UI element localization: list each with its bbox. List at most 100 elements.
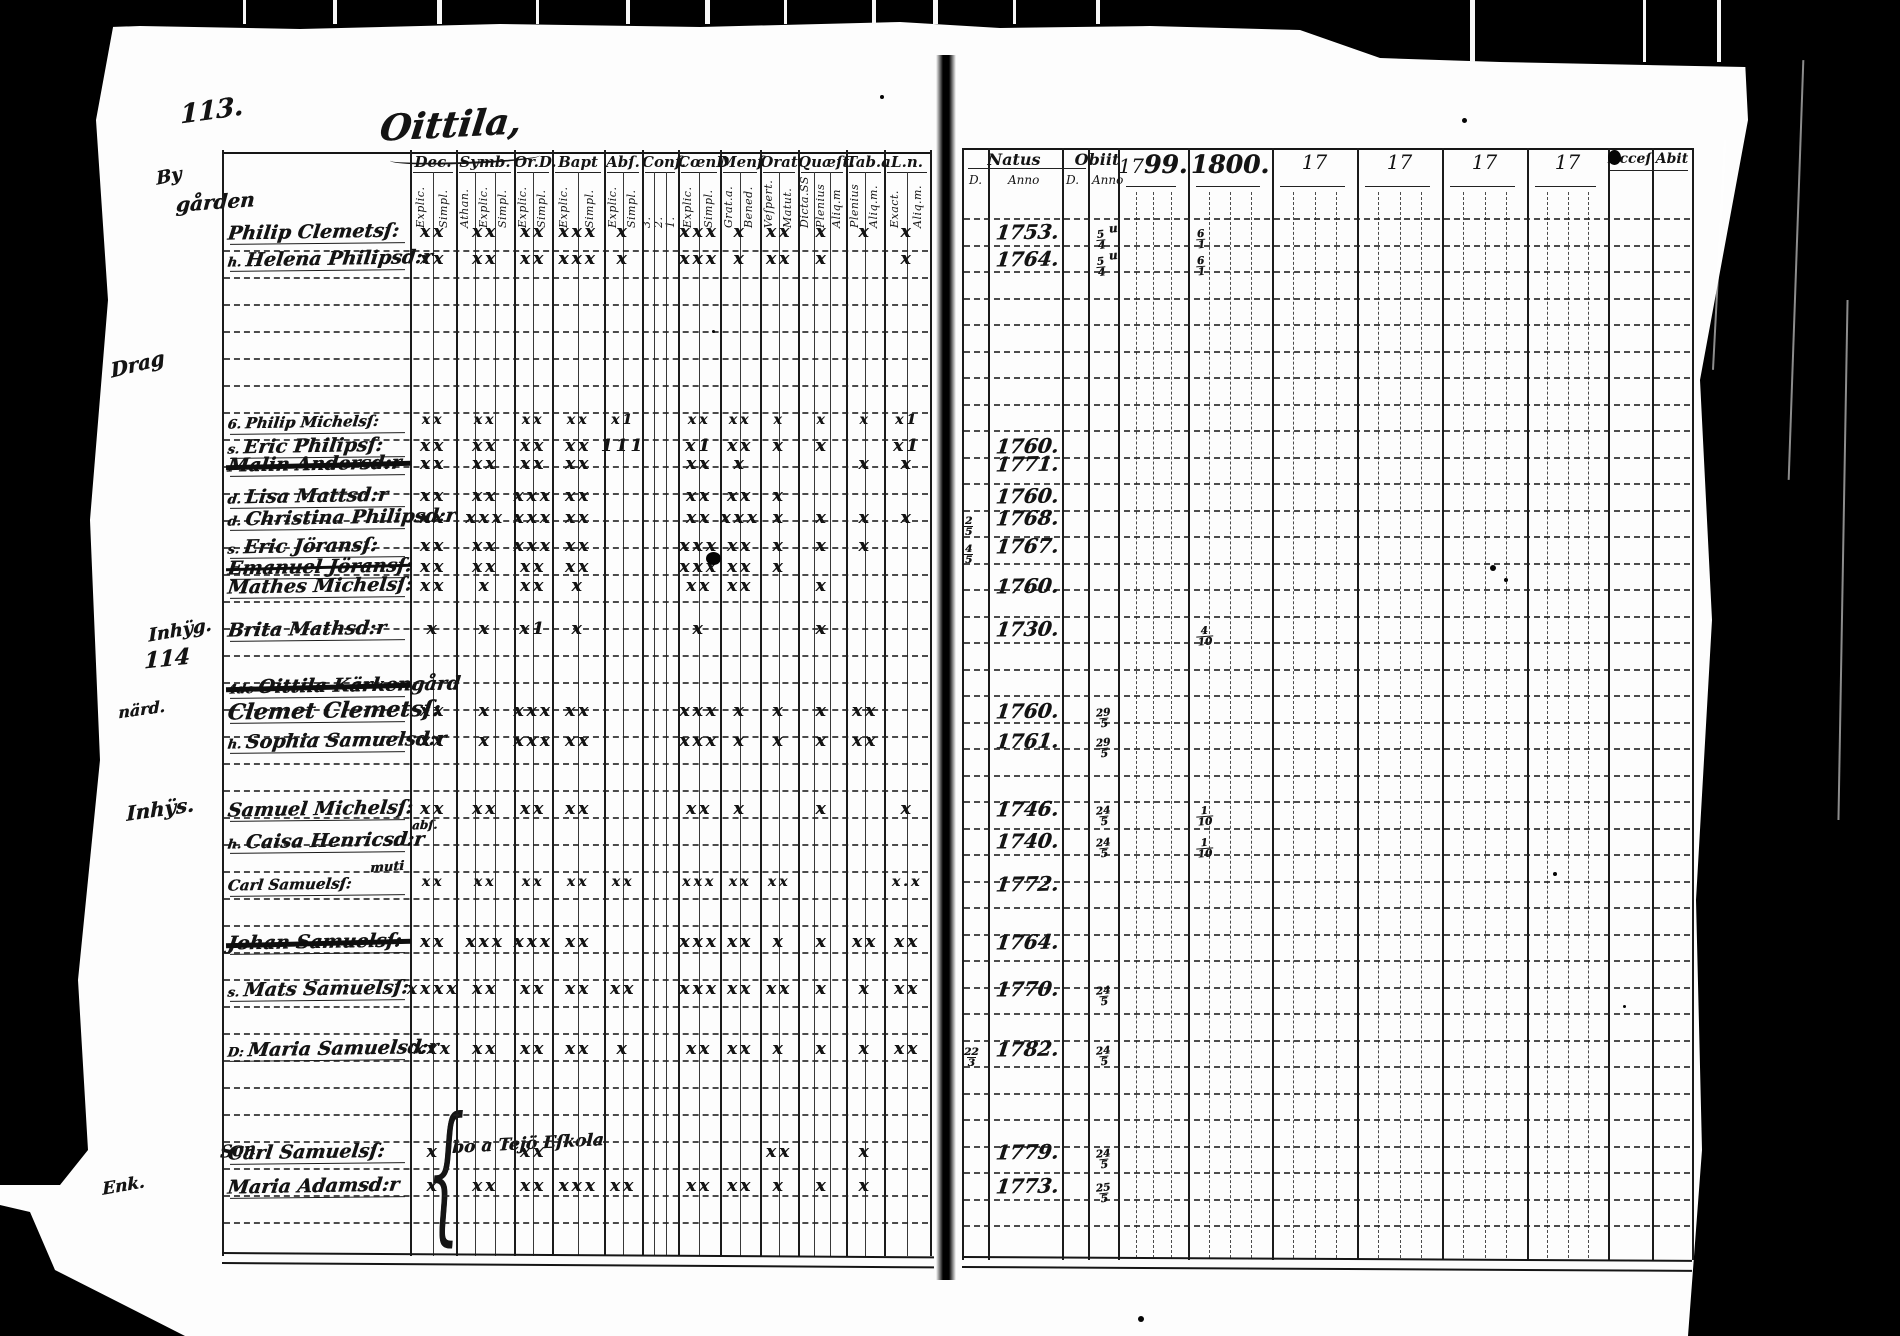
marks-Ln: xx — [893, 1039, 921, 1059]
natus-anno: 1760. — [994, 573, 1061, 599]
year-sub-line — [1378, 192, 1380, 1258]
marks-Symb: xx — [471, 454, 499, 474]
marks-OrD: xxx — [513, 486, 553, 506]
row-rule-right — [964, 854, 1690, 856]
col-subheader-Simpl: Simpl. — [496, 189, 510, 228]
natus-anno: 1772. — [994, 871, 1061, 897]
marks-CoenD: xxx — [679, 932, 719, 952]
marks-OrD: xxx — [513, 932, 553, 952]
row-rule-right — [964, 1039, 1690, 1042]
row-prefix: d. — [226, 492, 243, 508]
marks-Tab: x — [858, 536, 872, 556]
left-table-top-rule — [222, 152, 930, 154]
sub-col-line — [740, 172, 741, 1256]
marks-Tab: x — [858, 508, 872, 528]
row-rule-left — [224, 1114, 928, 1116]
row-rule-right — [964, 907, 1690, 909]
col-header-underline — [645, 172, 675, 173]
natus-anno: 1779. — [994, 1139, 1061, 1165]
row-rule-left — [224, 628, 928, 630]
col-subheader-Simpl: Simpl. — [701, 189, 715, 228]
row-rule-left — [224, 1087, 928, 1089]
col-subheader-Explic: Explic. — [605, 186, 619, 228]
person-name: Samuel Michelsſ: — [226, 796, 415, 822]
marks-Dec: xx — [419, 576, 447, 596]
year-sub-line — [1567, 192, 1569, 1258]
row-rule-left — [224, 493, 928, 495]
sub-col-line — [830, 172, 831, 1256]
marks-OrD: xxx — [513, 731, 553, 751]
marks-Mens: x — [733, 222, 747, 242]
marks-Bapt: xx — [564, 508, 592, 528]
row-rule-right — [964, 377, 1690, 379]
col-header-Menſ: Menſ — [720, 153, 764, 171]
row-rule-left — [224, 709, 928, 711]
scan-streak — [1717, 0, 1721, 62]
abit-header: Abit — [1655, 151, 1689, 167]
row-rule-left — [224, 1168, 928, 1170]
scan-streak — [626, 0, 630, 24]
ink-blot — [706, 552, 721, 565]
year-underline-3 — [1365, 186, 1430, 187]
mark-1799: 24 5 — [1095, 804, 1112, 829]
row-rule-left — [224, 655, 928, 657]
margin-note-1: By — [155, 163, 183, 190]
natus-anno: 1753. — [994, 219, 1061, 245]
row-rule-left — [224, 682, 928, 684]
marks-Symb: xx — [471, 222, 499, 242]
scan-bottom-blob — [0, 1205, 185, 1336]
marks-Quaest: x — [815, 222, 829, 242]
marks-Ln: x1 — [894, 412, 920, 428]
row-rule-right — [964, 960, 1690, 962]
col-header-CœnD: CœnD — [678, 153, 730, 171]
natus-anno: 1764. — [994, 929, 1061, 955]
marks-Abs: x — [616, 249, 630, 269]
right-col-line-11 — [1652, 148, 1654, 1260]
marks-OrD: xx — [519, 576, 547, 596]
row-rule-right — [964, 1225, 1690, 1227]
col-subheader-Simpl: Simpl. — [624, 189, 638, 228]
mark-1800: 1 10 — [1196, 804, 1214, 829]
scan-streak — [437, 0, 442, 24]
marks-Ln: x — [900, 222, 914, 242]
marks-Symb: xx — [471, 436, 499, 456]
marks-OrD: xx — [519, 979, 547, 999]
row-prefix: d. — [226, 514, 243, 530]
row-rule-left — [224, 547, 928, 549]
marks-Abs: x1 — [610, 412, 636, 428]
marks-Tab: xx — [851, 701, 879, 721]
marks-Dec: xxxx — [406, 979, 460, 999]
row-rule-right — [964, 748, 1690, 750]
col-subheader-3: 3. — [640, 216, 653, 229]
marks-Bapt: xx — [564, 701, 592, 721]
row-prefix: s. — [226, 985, 241, 1001]
row-rule-left — [224, 952, 928, 954]
marks-OrD: xx — [521, 412, 545, 428]
marks-Dec: xx — [419, 799, 447, 819]
col-subheader-Explic: Explic. — [477, 186, 490, 228]
marks-Dec: xx — [421, 874, 445, 890]
marks-Ln: xx — [893, 979, 921, 999]
marks-Tab: x — [858, 1142, 872, 1162]
marks-Symb: xx — [471, 979, 499, 999]
person-name: Helena Philipsd:r — [244, 246, 434, 272]
sub-header-0: D. — [969, 173, 983, 187]
marks-Ln: x1 — [893, 436, 921, 456]
year-underline-2 — [1280, 186, 1345, 187]
marks-Ln: x — [900, 508, 914, 528]
row-rule-left — [224, 304, 928, 306]
row-rule-right — [964, 721, 1690, 724]
marks-OrD: xxx — [513, 701, 553, 721]
marks-Symb: x — [478, 731, 492, 751]
marks-Tab: xx — [851, 932, 879, 952]
marks-Dec: xx — [419, 222, 447, 242]
marks-Quaest: x — [815, 1176, 829, 1196]
marks-Orat: xx — [765, 249, 793, 269]
year-header-4: 17 — [1471, 150, 1498, 174]
row-prefix: 6. — [226, 417, 243, 433]
left-col-line-2 — [514, 150, 516, 1256]
marks-Quaest: x — [815, 799, 829, 819]
row-rule-right — [964, 1172, 1690, 1174]
right-table-top-rule — [962, 148, 1692, 150]
marks-Symb: x — [478, 701, 492, 721]
